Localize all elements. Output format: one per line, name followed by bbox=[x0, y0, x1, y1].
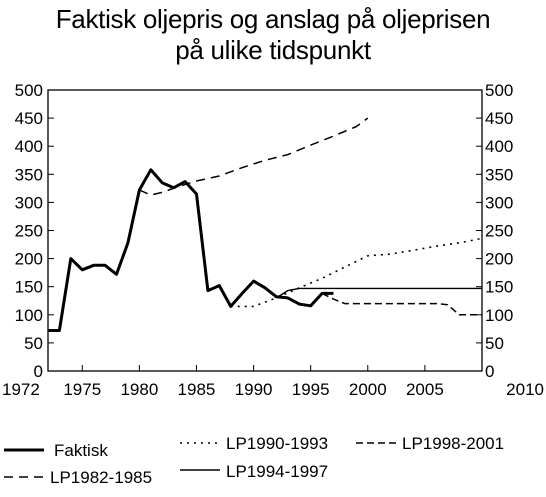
legend-label-lp1990-1993: LP1990-1993 bbox=[226, 434, 328, 453]
series-line-lp1982-1985 bbox=[139, 117, 369, 196]
y-tick-label-right: 150 bbox=[485, 278, 513, 297]
plot-frame bbox=[47, 89, 483, 372]
y-tick-label-left: 200 bbox=[15, 250, 43, 269]
legend-label-lp1998-2001: LP1998-2001 bbox=[402, 434, 504, 453]
y-tick-label-left: 50 bbox=[24, 334, 43, 353]
y-tick-label-right: 100 bbox=[485, 306, 513, 325]
legend: Faktisk LP1982-1985 LP1990-1993 LP1994-1997… bbox=[4, 434, 504, 487]
y-tick-label-right: 0 bbox=[485, 362, 494, 381]
y-tick-label-left: 350 bbox=[15, 165, 43, 184]
y-tick-label-right: 350 bbox=[485, 165, 513, 184]
series-line-faktisk bbox=[48, 168, 334, 332]
chart-title-line-1: Faktisk oljepris og anslag på oljeprisen bbox=[55, 4, 491, 34]
series-line-lp1990-1993 bbox=[230, 237, 483, 308]
y-tick-label-right: 300 bbox=[485, 193, 513, 212]
chart-title: Faktisk oljepris og anslag på oljeprisen… bbox=[0, 4, 546, 66]
x-tick-label: 1972 bbox=[2, 380, 40, 399]
y-tick-label-left: 300 bbox=[15, 193, 43, 212]
x-tick-label: 2000 bbox=[349, 380, 387, 399]
x-tick-label: 1975 bbox=[63, 380, 101, 399]
y-tick-label-left: 0 bbox=[34, 362, 43, 381]
series-line-lp1998-2001 bbox=[321, 292, 482, 316]
y-tick-label-right: 200 bbox=[485, 250, 513, 269]
series-layer bbox=[48, 117, 483, 332]
y-tick-label-left: 500 bbox=[15, 81, 43, 100]
legend-label-lp1982-1985: LP1982-1985 bbox=[50, 468, 152, 487]
y-tick-label-left: 100 bbox=[15, 306, 43, 325]
axes: 0 0 50 50 100 100 150 150 200 200 250 250 300 300 350 3… bbox=[2, 81, 544, 399]
y-tick-label-right: 450 bbox=[485, 109, 513, 128]
y-tick-label-left: 150 bbox=[15, 278, 43, 297]
series-line-lp1994-1997 bbox=[276, 287, 482, 299]
y-tick-label-right: 250 bbox=[485, 222, 513, 241]
x-tick-label: 1995 bbox=[292, 380, 330, 399]
x-tick-label: 1990 bbox=[235, 380, 273, 399]
y-tick-label-left: 400 bbox=[15, 137, 43, 156]
y-tick-label-right: 500 bbox=[485, 81, 513, 100]
y-tick-label-left: 450 bbox=[15, 109, 43, 128]
y-tick-label-right: 50 bbox=[485, 334, 504, 353]
x-tick-label: 2005 bbox=[406, 380, 444, 399]
x-tick-label: 1985 bbox=[178, 380, 216, 399]
x-tick-label: 2010 bbox=[506, 380, 544, 399]
x-tick-label: 1980 bbox=[120, 380, 158, 399]
legend-label-lp1994-1997: LP1994-1997 bbox=[226, 462, 328, 481]
y-tick-label-left: 250 bbox=[15, 222, 43, 241]
legend-label-faktisk: Faktisk bbox=[54, 441, 108, 460]
chart-title-line-2: på ulike tidspunkt bbox=[175, 35, 371, 65]
y-tick-label-right: 400 bbox=[485, 137, 513, 156]
